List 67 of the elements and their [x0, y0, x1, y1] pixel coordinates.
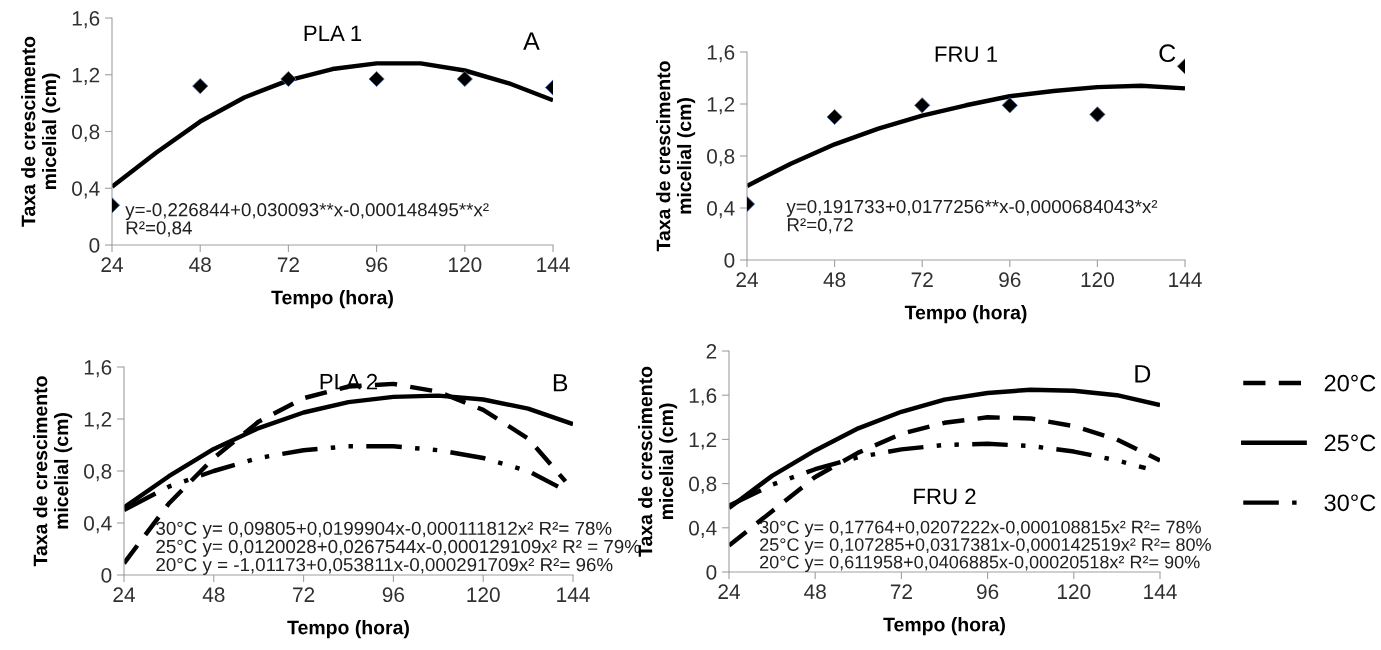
- x-tick-label: 24: [101, 257, 123, 272]
- annotation: y=0,191733+0,0177256**x-0,0000684043*x² R²=0,72: [786, 199, 1158, 234]
- annotation: 30°C y= 0,17764+0,0207222x-0,000108815x² R²= 78% 25°C y= 0,107285+0,0317381x-0,000142519x² R²= 80% 20°C y= 0,611958+0,0406885x-0,00020518x² R²= 90%: [759, 520, 1211, 572]
- y-tick-label: 0: [724, 253, 735, 268]
- chart-title: PLA 1: [304, 25, 362, 41]
- x-axis-title: Tempo (hora): [287, 620, 409, 639]
- x-tick-label: 144: [1169, 272, 1202, 287]
- x-tick-label: 48: [202, 587, 225, 603]
- annotation: B: [553, 374, 568, 392]
- y-tick-label: 1,6: [84, 360, 112, 378]
- y-tick-label: 0: [706, 565, 717, 580]
- x-tick-label: 120: [1058, 584, 1091, 600]
- x-tick-label: 72: [890, 584, 912, 599]
- x-tick-label: 96: [382, 587, 405, 603]
- annotation: D: [1135, 365, 1151, 383]
- line-series: [112, 61, 553, 190]
- legend-label: 25°C: [1324, 434, 1376, 452]
- y-tick-label: 0,4: [689, 520, 717, 539]
- x-tick-label: 48: [189, 257, 211, 273]
- x-tick-label: 120: [1081, 272, 1114, 288]
- y-tick-label: 2: [706, 344, 717, 359]
- chart-title: FRU 1: [935, 46, 998, 63]
- x-tick-label: 24: [113, 587, 135, 602]
- y-tick-label: 1,2: [707, 97, 735, 115]
- x-tick-label: 72: [293, 587, 315, 602]
- y-tick-label: 0,8: [84, 464, 112, 482]
- x-tick-label: 24: [736, 272, 758, 287]
- annotation: A: [523, 32, 540, 50]
- x-tick-label: 120: [449, 257, 482, 273]
- y-tick-label: 1,6: [72, 11, 100, 29]
- y-axis-title: Taxa de crescimento micelial (cm): [33, 376, 73, 567]
- x-tick-label: 72: [277, 257, 299, 272]
- x-axis-title: Tempo (hora): [904, 305, 1027, 324]
- x-tick-label: 24: [718, 584, 740, 599]
- x-tick-label: 96: [976, 584, 999, 600]
- y-axis-title: Taxa de crescimento micelial (cm): [21, 36, 61, 227]
- y-tick-label: 0,4: [84, 516, 112, 534]
- x-tick-label: 96: [365, 257, 388, 273]
- y-tick-label: 1,2: [72, 67, 100, 85]
- x-axis-title: Tempo (hora): [271, 290, 393, 309]
- x-axis-title: Tempo (hora): [883, 617, 1005, 636]
- y-axis-title: Taxa de crescimento micelial (cm): [656, 61, 696, 252]
- x-tick-label: 96: [999, 272, 1021, 288]
- line-series: [747, 83, 1185, 189]
- y-tick-label: 0,8: [72, 124, 100, 142]
- x-tick-label: 144: [1144, 584, 1177, 599]
- y-tick-label: 0: [101, 568, 112, 583]
- x-tick-label: 120: [467, 587, 500, 603]
- annotation: y=-0,226844+0,030093**x-0,000148495**x² R²=0,84: [125, 203, 489, 237]
- x-tick-label: 144: [537, 257, 570, 272]
- y-tick-label: 0: [89, 238, 100, 253]
- annotation: C: [1159, 44, 1176, 63]
- y-tick-label: 1,6: [707, 45, 735, 63]
- y-tick-label: 0,8: [707, 149, 735, 167]
- x-tick-label: 72: [911, 272, 933, 287]
- legend-label: 30°C: [1324, 494, 1376, 512]
- y-tick-label: 1,6: [689, 388, 717, 406]
- y-tick-label: 1,2: [84, 412, 112, 430]
- y-tick-label: 1,2: [689, 432, 717, 450]
- x-tick-label: 48: [804, 584, 826, 600]
- x-tick-label: 48: [823, 272, 846, 288]
- x-tick-label: 144: [557, 587, 590, 602]
- y-tick-label: 0,4: [707, 201, 735, 219]
- y-tick-label: 0,4: [72, 181, 100, 199]
- y-tick-label: 0,8: [689, 476, 717, 494]
- text: FRU 2: [914, 488, 976, 505]
- legend-label: 20°C: [1324, 374, 1376, 392]
